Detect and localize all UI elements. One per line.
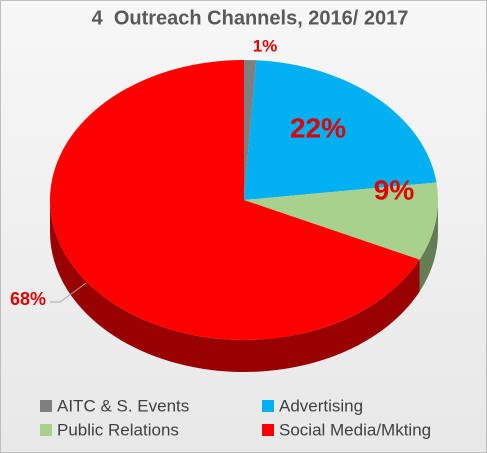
- legend-label: Advertising: [279, 396, 363, 415]
- legend-swatch: [262, 400, 274, 412]
- legend-swatch: [262, 424, 274, 436]
- legend-label: Public Relations: [57, 420, 179, 439]
- slice-side: [419, 200, 438, 292]
- data-label: 9%: [374, 174, 415, 205]
- chart-title: 4 Outreach Channels, 2016/ 2017: [92, 7, 409, 29]
- slice-side: [50, 200, 420, 372]
- slice: [244, 182, 438, 260]
- leader-line: [50, 282, 87, 303]
- slice: [244, 60, 437, 200]
- data-label: 68%: [10, 289, 46, 309]
- data-label: 22%: [290, 112, 346, 143]
- legend-label: AITC & S. Events: [57, 396, 189, 415]
- data-label: 1%: [253, 36, 278, 55]
- slice: [244, 60, 257, 200]
- legend-swatch: [40, 400, 52, 412]
- legend-swatch: [40, 424, 52, 436]
- legend-label: Social Media/Mkting: [279, 420, 431, 439]
- slice: [49, 59, 420, 340]
